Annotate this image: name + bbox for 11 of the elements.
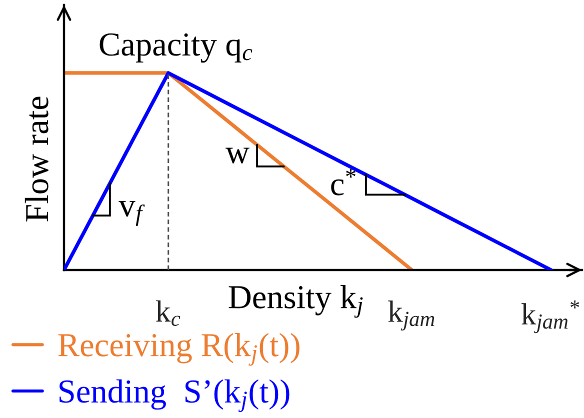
y-axis-title: Flow rate [24,96,48,222]
annotation: c$^{*}$ [331,169,356,196]
x-tick-label: k$_{jam}$ [388,300,434,331]
legend-label: Sending S’(k$_{j}$(t)) [60,379,290,412]
annotation: v$_{f}$ [118,201,145,226]
legend-label: Receiving R(k$_{j}$(t)) [58,333,300,366]
annotation: w [226,148,250,164]
x-tick-label: k$_{jam}$$^{*}$ [521,300,580,334]
x-tick-label: k$_{c}$ [156,300,180,326]
x-axis-title: Density k$_{j}$ [228,285,363,318]
text: Capacity q$_{c}$ [100,33,252,63]
